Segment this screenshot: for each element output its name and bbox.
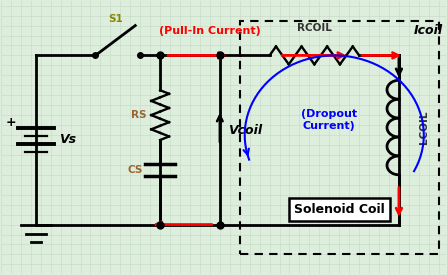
Text: (Dropout
Current): (Dropout Current)	[301, 109, 357, 131]
Text: S1: S1	[108, 13, 123, 24]
Text: Icoil: Icoil	[414, 24, 443, 37]
Text: +: +	[6, 116, 16, 129]
Text: CS: CS	[127, 165, 143, 175]
Text: Solenoid Coil: Solenoid Coil	[294, 203, 384, 216]
Text: (Pull-In Current): (Pull-In Current)	[159, 26, 261, 35]
Text: RS: RS	[131, 110, 146, 120]
Text: Vs: Vs	[59, 133, 76, 147]
Text: RCOIL: RCOIL	[297, 23, 332, 32]
Text: LCOIL: LCOIL	[419, 111, 429, 144]
Text: Vcoil: Vcoil	[228, 123, 262, 137]
